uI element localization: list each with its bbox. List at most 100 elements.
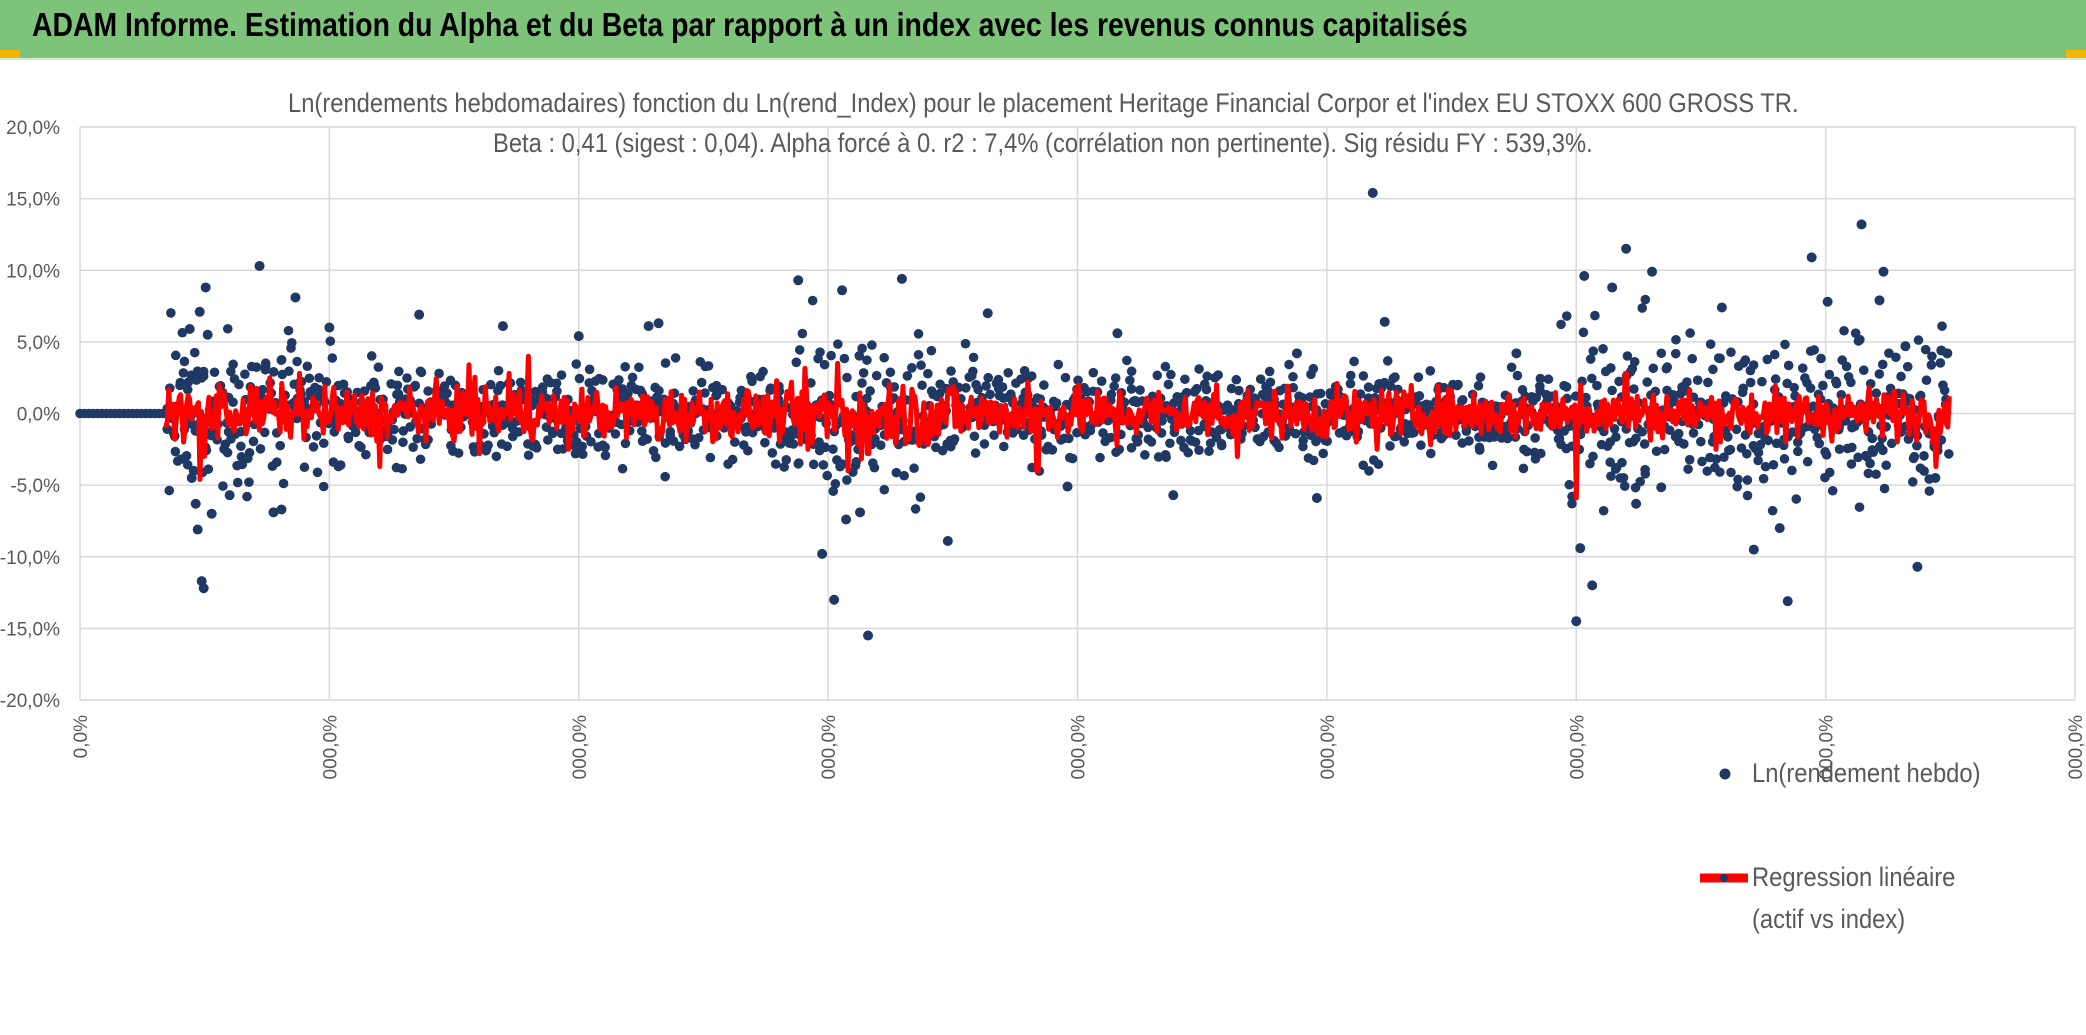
scatter-point xyxy=(983,372,994,383)
scatter-point xyxy=(551,378,562,389)
scatter-point xyxy=(1637,303,1648,313)
scatter-point xyxy=(670,353,681,363)
scatter-point xyxy=(1457,395,1468,405)
scatter-point xyxy=(1927,351,1937,362)
scatter-point xyxy=(960,338,971,349)
scatter-point xyxy=(1725,444,1736,455)
scatter-point xyxy=(1409,427,1419,438)
scatter-point xyxy=(179,356,190,367)
scatter-point xyxy=(828,444,838,454)
scatter-point xyxy=(1878,266,1889,277)
y-tick-label: -10,0% xyxy=(0,548,60,569)
scatter-point xyxy=(361,449,371,460)
chart-title-line1-text: Ln(rendements hebdomadaires) fonction du… xyxy=(287,88,1799,118)
scatter-point xyxy=(1112,328,1123,339)
scatter-point xyxy=(817,548,828,559)
scatter-point xyxy=(1723,432,1733,442)
scatter-point xyxy=(819,359,830,370)
scatter-point xyxy=(985,389,995,400)
scatter-point xyxy=(1053,359,1064,370)
scatter-point xyxy=(854,351,865,361)
scatter-point xyxy=(961,383,971,393)
scatter-point xyxy=(818,460,829,470)
scatter-point xyxy=(318,481,329,492)
scatter-point xyxy=(1588,346,1599,356)
scatter-point xyxy=(1757,376,1767,387)
scatter-point xyxy=(178,368,189,378)
scatter-point xyxy=(1290,428,1301,439)
scatter-point xyxy=(543,435,553,445)
scatter-point xyxy=(634,362,644,373)
scatter-point xyxy=(917,380,927,391)
scatter-point xyxy=(807,295,818,306)
scatter-point xyxy=(1814,438,1825,449)
scatter-point xyxy=(1696,436,1706,447)
scatter-point xyxy=(839,353,850,364)
scatter-point xyxy=(1682,377,1692,387)
scatter-point xyxy=(1647,266,1658,277)
scatter-point xyxy=(190,498,201,509)
scatter-point xyxy=(1821,450,1832,460)
scatter-point xyxy=(571,359,582,369)
scatter-point xyxy=(1679,439,1689,449)
scatter-point xyxy=(1617,457,1627,468)
scatter-point xyxy=(767,448,778,458)
scatter-point xyxy=(1234,385,1244,396)
scatter-point xyxy=(837,285,848,296)
scatter-point xyxy=(574,373,585,384)
scatter-point xyxy=(1105,432,1116,443)
scatter-point xyxy=(1390,372,1400,382)
scatter-point xyxy=(1926,360,1937,370)
scatter-point xyxy=(350,427,361,438)
scatter-point xyxy=(1789,382,1799,393)
scatter-point xyxy=(997,382,1008,392)
scatter-point xyxy=(276,504,287,515)
y-tick-label: -15,0% xyxy=(0,619,60,640)
scatter-point xyxy=(1085,425,1096,436)
scatter-point xyxy=(453,448,464,458)
scatter-point xyxy=(442,388,452,399)
scatter-point xyxy=(981,381,991,391)
scatter-point xyxy=(665,426,676,437)
scatter-point xyxy=(1190,437,1201,447)
scatter-point xyxy=(1451,430,1461,440)
scatter-point xyxy=(387,435,398,445)
scatter-point xyxy=(184,323,195,334)
scatter-point xyxy=(1683,464,1693,474)
scatter-point xyxy=(1619,481,1630,491)
scatter-point xyxy=(1855,334,1865,345)
scatter-point xyxy=(610,429,621,439)
scatter-point xyxy=(1671,334,1681,345)
scatter-point xyxy=(1763,435,1773,446)
scatter-point xyxy=(164,485,175,496)
scatter-point xyxy=(1935,358,1946,368)
scatter-point xyxy=(1585,354,1596,364)
scatter-point xyxy=(700,388,710,398)
scatter-point xyxy=(1322,436,1332,447)
scatter-point xyxy=(820,442,830,452)
scatter-point xyxy=(513,427,524,437)
scatter-point xyxy=(1631,498,1642,509)
scatter-point xyxy=(968,366,978,377)
scatter-point xyxy=(311,431,322,441)
scatter-point xyxy=(189,347,200,358)
scatter-point xyxy=(1358,371,1369,381)
scatter-point xyxy=(1716,302,1727,313)
scatter-point xyxy=(760,437,770,448)
scatter-point xyxy=(1854,502,1865,512)
scatter-point xyxy=(1919,451,1929,461)
scatter-point xyxy=(1806,252,1817,263)
scatter-point xyxy=(497,321,508,332)
scatter-point xyxy=(1592,380,1602,391)
scatter-point xyxy=(1684,454,1695,465)
scatter-point xyxy=(1733,474,1743,485)
scatter-point xyxy=(1687,353,1698,364)
scatter-point xyxy=(1367,187,1378,198)
scatter-point xyxy=(909,463,919,474)
scatter-point xyxy=(1871,469,1881,480)
scatter-point xyxy=(842,372,852,383)
scatter-point xyxy=(222,447,233,458)
scatter-point xyxy=(1522,446,1532,457)
scatter-point xyxy=(1473,380,1484,391)
scatter-point xyxy=(1586,373,1597,384)
